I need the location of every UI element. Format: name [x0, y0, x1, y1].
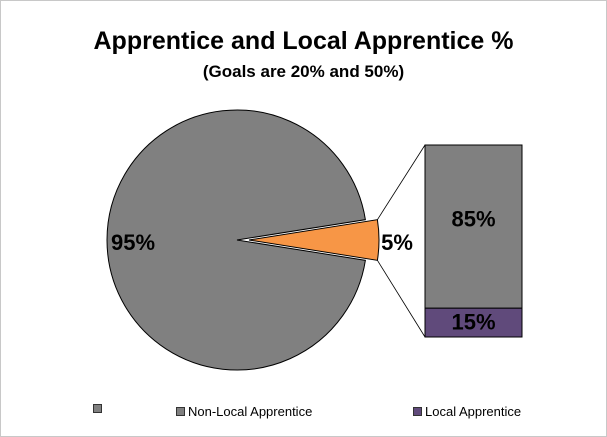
- legend-item-local-apprentice: Local Apprentice: [413, 404, 521, 419]
- pie-slice-5: [248, 219, 380, 261]
- bar-segment-local: [424, 307, 523, 338]
- bar-segment-non-local: [424, 144, 523, 309]
- legend-label: Local Apprentice: [425, 404, 522, 419]
- data-label-85: 85%: [451, 206, 495, 231]
- legend-item-non-local-apprentice: Non-Local Apprentice: [176, 404, 312, 419]
- legend: Non-Local Apprentice Local Apprentice: [0, 404, 607, 422]
- legend-item-blank: [93, 404, 105, 413]
- connector-line-bottom: [377, 260, 426, 338]
- data-label-15: 15%: [451, 309, 495, 334]
- chart-title: Apprentice and Local Apprentice %: [93, 27, 514, 55]
- legend-swatch: [176, 407, 185, 416]
- legend-label: Non-Local Apprentice: [188, 404, 313, 419]
- pie-slice-95: [106, 109, 366, 371]
- legend-swatch: [93, 404, 102, 413]
- data-label-95: 95%: [111, 230, 155, 255]
- data-label-5: 5%: [381, 230, 413, 255]
- legend-swatch: [413, 407, 422, 416]
- chart-subtitle: (Goals are 20% and 50%): [202, 62, 405, 81]
- connector-line-top: [377, 144, 426, 220]
